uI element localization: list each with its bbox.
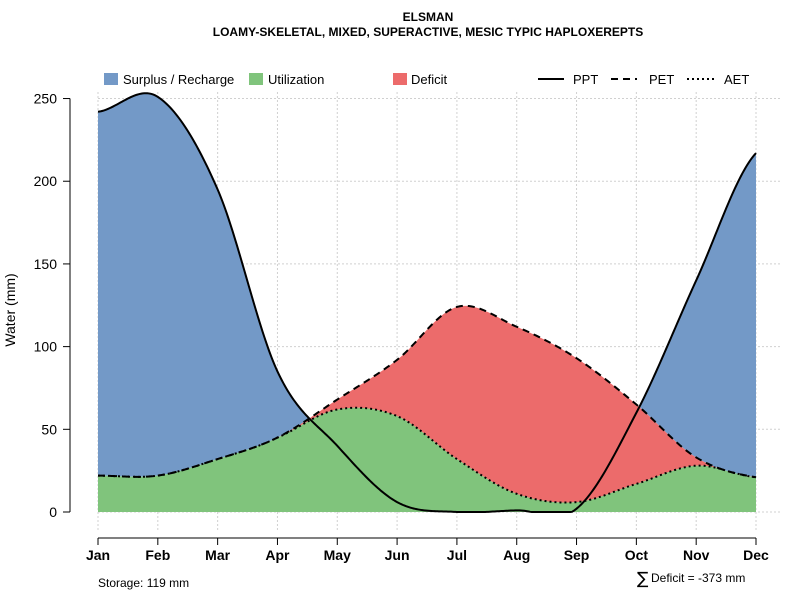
legend-label-utilization: Utilization (268, 72, 324, 87)
chart-subtitle: LOAMY-SKELETAL, MIXED, SUPERACTIVE, MESI… (213, 25, 644, 39)
x-tick-label-nov: Nov (683, 547, 710, 563)
x-tick-label-aug: Aug (503, 547, 530, 563)
legend-swatch-deficit (393, 73, 407, 85)
chart-title: ELSMAN (403, 10, 454, 24)
legend-label-deficit: Deficit (411, 72, 448, 87)
storage-annotation: Storage: 119 mm (98, 576, 189, 590)
legend-label-pet: PET (649, 72, 674, 87)
area-layer (98, 93, 756, 512)
x-tick-label-apr: Apr (265, 547, 290, 563)
legend: Surplus / Recharge Utilization Deficit P… (104, 72, 749, 87)
x-tick-label-mar: Mar (205, 547, 230, 563)
x-tick-label-sep: Sep (564, 547, 590, 563)
y-tick-label-250: 250 (34, 91, 58, 107)
x-tick-label-dec: Dec (743, 547, 769, 563)
x-tick-label-may: May (324, 547, 351, 563)
deficit-annotation: Deficit = -373 mm (651, 571, 745, 585)
y-tick-label-0: 0 (49, 504, 57, 520)
area-deficit (98, 305, 756, 503)
y-tick-label-200: 200 (34, 173, 58, 189)
y-tick-label-100: 100 (34, 339, 58, 355)
legend-label-aet: AET (724, 72, 749, 87)
series-line-ppt (97, 92, 757, 513)
x-tick-label-jul: Jul (447, 547, 467, 563)
x-tick-label-jun: Jun (385, 547, 410, 563)
area-surplus-recharge (98, 93, 756, 478)
y-axis-label: Water (mm) (2, 273, 18, 346)
x-axis: Jan Feb Mar Apr May Jun Jul Aug Sep Oct Nov Dec (86, 537, 769, 563)
x-tick-label-feb: Feb (145, 547, 170, 563)
legend-label-ppt: PPT (573, 72, 598, 87)
area-utilization (98, 407, 756, 512)
y-tick-label-150: 150 (34, 256, 58, 272)
y-tick-label-50: 50 (41, 421, 57, 437)
sum-symbol: ∑ (637, 569, 649, 589)
x-tick-label-oct: Oct (625, 547, 649, 563)
legend-label-surplus: Surplus / Recharge (123, 72, 234, 87)
series-line-aet (98, 406, 757, 504)
legend-swatch-surplus (104, 73, 118, 85)
legend-swatch-utilization (249, 73, 263, 85)
x-tick-label-jan: Jan (86, 547, 110, 563)
y-axis: 0 50 100 150 200 250 (34, 91, 71, 520)
line-layer (97, 92, 757, 513)
